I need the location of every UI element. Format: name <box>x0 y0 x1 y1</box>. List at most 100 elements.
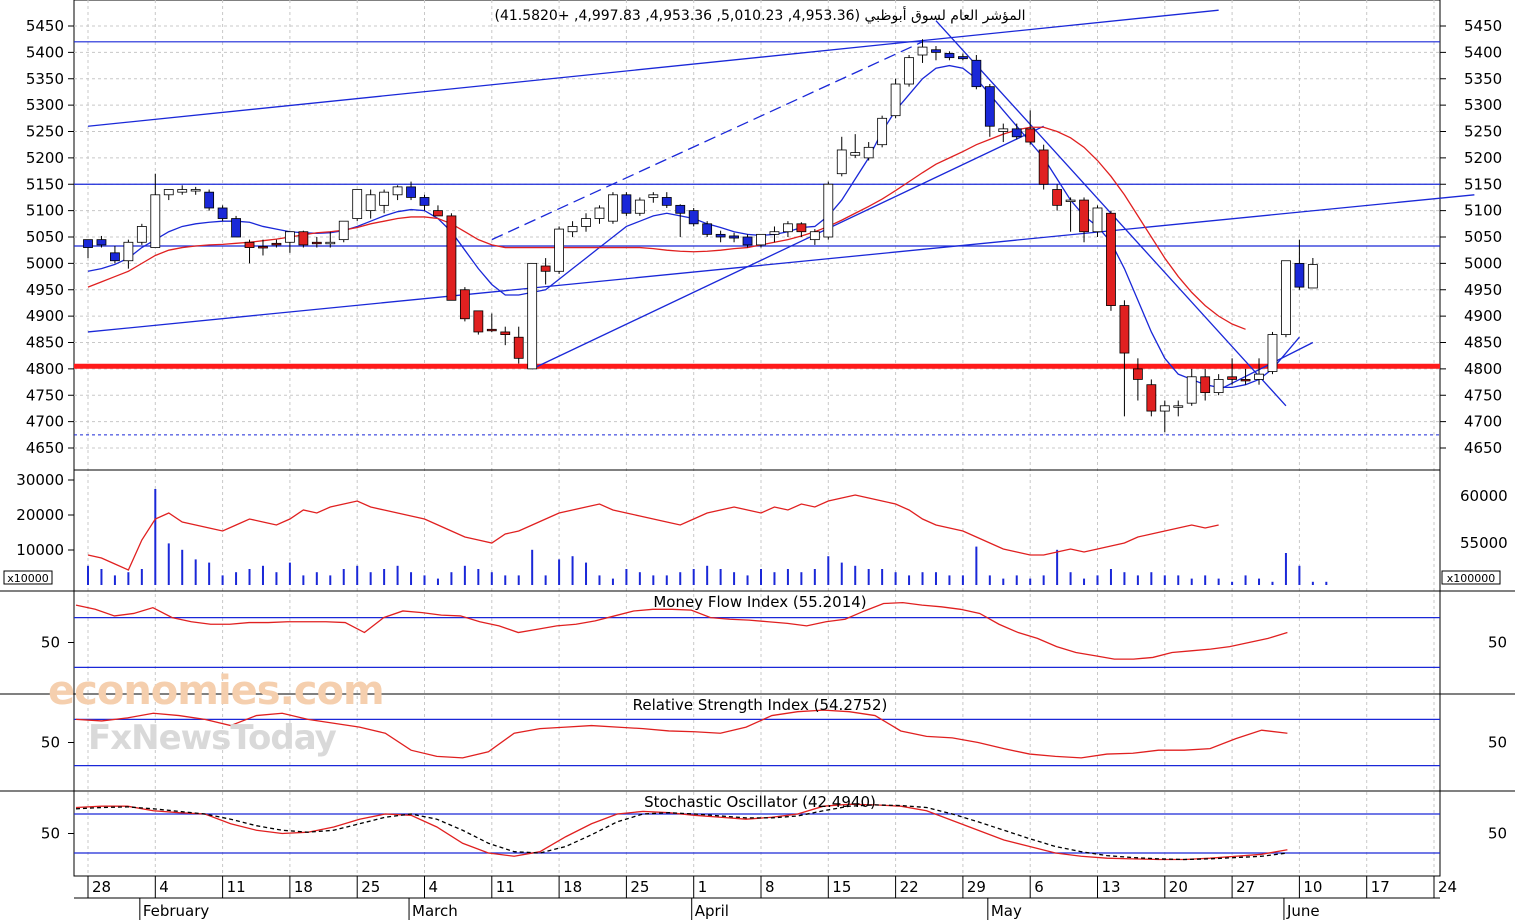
x-tick-label: 25 <box>361 878 380 896</box>
candle-body <box>1079 199 1089 233</box>
price-label-right: 5350 <box>1464 70 1502 88</box>
candle-body <box>863 146 874 159</box>
candle-body <box>998 128 1009 132</box>
plot-frame <box>73 0 1441 877</box>
volume-average-line <box>87 494 1219 571</box>
candle-body <box>1267 334 1278 372</box>
candle-body <box>1065 199 1076 202</box>
candle-body <box>742 236 753 246</box>
candle-body <box>581 218 591 227</box>
x-tick-label: 18 <box>294 878 313 896</box>
candle-body <box>769 231 780 235</box>
candle-body <box>244 241 255 248</box>
x-tick-label: 11 <box>496 878 515 896</box>
candle-body <box>809 231 820 241</box>
multiplier-box <box>1441 570 1501 585</box>
trendline <box>491 41 923 241</box>
x-tick-label: 18 <box>563 878 582 896</box>
x-tick-label: 4 <box>159 878 169 896</box>
price-label-left: 4750 <box>26 386 64 404</box>
candle-body <box>783 223 793 233</box>
candle-body <box>890 83 901 117</box>
month-label: February <box>143 902 210 920</box>
price-label-right: 5250 <box>1464 123 1502 141</box>
candle-body <box>486 328 497 332</box>
candle-body <box>419 197 430 206</box>
price-label-right: 4700 <box>1464 413 1502 431</box>
candle-body <box>958 56 968 60</box>
volume-label-left: 20000 <box>16 506 64 524</box>
candle-body <box>459 289 470 320</box>
osc-label-right: 50 <box>1488 634 1507 652</box>
candle-body <box>554 228 564 272</box>
price-label-left: 5050 <box>26 228 64 246</box>
candle-body <box>675 204 686 214</box>
x-tick-label: 28 <box>92 878 111 896</box>
candle-body <box>352 189 363 219</box>
candle-body <box>163 189 174 196</box>
volume-multiplier-left: x10000 <box>7 572 49 585</box>
candle-body <box>648 194 659 198</box>
price-label-left: 5450 <box>26 17 64 35</box>
price-label-left: 5150 <box>26 175 64 193</box>
candle-body <box>338 220 349 241</box>
candle-body <box>971 59 982 88</box>
candle-body <box>608 194 618 222</box>
candle-body <box>729 235 739 239</box>
price-label-right: 4900 <box>1464 307 1502 325</box>
candle-body <box>850 152 861 156</box>
price-label-left: 4900 <box>26 307 64 325</box>
candle-body <box>177 189 188 193</box>
candle-body <box>1025 128 1036 143</box>
candle-body <box>1106 212 1116 306</box>
stoch-title: Stochastic Oscillator (42.4940) <box>644 793 876 811</box>
candle-body <box>540 265 551 272</box>
candle-body <box>446 215 457 301</box>
candle-body <box>1038 149 1049 185</box>
candle-body <box>661 197 672 206</box>
candle-body <box>877 117 888 146</box>
trendline <box>87 9 1219 127</box>
candle-body <box>702 223 713 235</box>
candle-body <box>944 53 955 59</box>
candle-body <box>150 194 161 248</box>
trendline <box>531 125 1044 370</box>
x-tick-label: 20 <box>1169 878 1188 896</box>
x-tick-label: 6 <box>1034 878 1044 896</box>
candle-body <box>231 218 241 238</box>
candle-body <box>567 226 578 233</box>
x-tick-label: 8 <box>765 878 775 896</box>
x-tick-label: 24 <box>1438 878 1457 896</box>
candle-body <box>796 223 807 233</box>
price-label-left: 5000 <box>26 254 64 272</box>
candle-body <box>110 252 120 262</box>
candle-body <box>96 239 107 246</box>
candle-body <box>1119 305 1130 354</box>
osc-label-left: 50 <box>41 734 60 752</box>
candle-body <box>500 331 511 335</box>
price-label-left: 5400 <box>26 43 64 61</box>
candle-body <box>190 189 201 192</box>
chart-title: المؤشر العام لسوق أبوظبي (4,953.36, 5,01… <box>494 6 1025 24</box>
osc-label-left: 50 <box>41 634 60 652</box>
price-label-right: 5200 <box>1464 149 1502 167</box>
osc-line <box>75 709 1288 759</box>
mfi-title: Money Flow Index (55.2014) <box>653 593 866 611</box>
x-tick-label: 10 <box>1303 878 1322 896</box>
candle-body <box>1052 189 1063 206</box>
candle-body <box>1213 379 1224 394</box>
x-tick-label: 1 <box>698 878 708 896</box>
candle-body <box>1186 376 1197 404</box>
price-label-left: 4650 <box>26 439 64 457</box>
volume-label-left: 10000 <box>16 541 64 559</box>
osc-line <box>75 602 1288 660</box>
price-label-left: 5350 <box>26 70 64 88</box>
rsi-title: Relative Strength Index (54.2752) <box>633 696 888 714</box>
x-tick-label: 22 <box>900 878 919 896</box>
candle-body <box>1200 376 1211 394</box>
candle-body <box>823 183 834 238</box>
x-tick-label: 27 <box>1236 878 1255 896</box>
price-label-right: 4800 <box>1464 360 1502 378</box>
month-label: April <box>695 902 729 920</box>
